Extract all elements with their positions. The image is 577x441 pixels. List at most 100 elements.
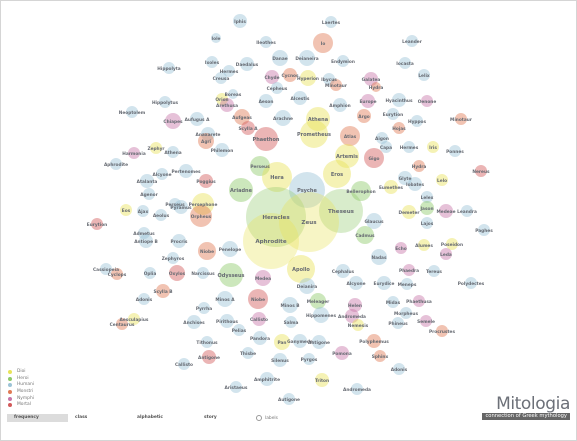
- node-label[interactable]: Glaucus: [364, 219, 384, 225]
- node-label[interactable]: Polydectes: [458, 281, 485, 287]
- node-label[interactable]: Europe: [359, 99, 376, 105]
- node-label[interactable]: Helen: [348, 303, 362, 309]
- node-bubble[interactable]: [303, 353, 315, 365]
- node-label[interactable]: Amphitrite: [254, 377, 280, 383]
- node-bubble[interactable]: [289, 172, 325, 208]
- node-bubble[interactable]: [403, 141, 415, 153]
- node-label[interactable]: Ibycus: [321, 77, 337, 83]
- node-bubble[interactable]: [384, 180, 398, 194]
- node-bubble[interactable]: [167, 252, 179, 264]
- node-label[interactable]: Hyacinthus: [385, 98, 413, 104]
- node-label[interactable]: Phaethon: [253, 137, 280, 143]
- node-bubble[interactable]: [138, 293, 150, 305]
- node-label[interactable]: Hojas: [392, 126, 406, 132]
- node-bubble[interactable]: [220, 98, 234, 112]
- node-label[interactable]: Endymion: [331, 59, 355, 65]
- node-label[interactable]: Nemesis: [348, 323, 369, 329]
- node-label[interactable]: Scylla A: [238, 126, 258, 132]
- node-bubble[interactable]: [198, 242, 216, 260]
- node-label[interactable]: Oplia: [144, 271, 157, 277]
- node-label[interactable]: Hippolytus: [152, 100, 179, 106]
- node-label[interactable]: Sphinx: [372, 354, 389, 360]
- node-bubble[interactable]: [352, 319, 364, 331]
- node-bubble[interactable]: [357, 109, 371, 123]
- node-label[interactable]: Cephalus: [332, 269, 355, 275]
- node-bubble[interactable]: [371, 249, 387, 265]
- node-bubble[interactable]: [436, 174, 448, 186]
- node-label[interactable]: Pomona: [332, 351, 352, 357]
- node-bubble[interactable]: [299, 50, 315, 66]
- node-label[interactable]: Iocasta: [396, 61, 414, 67]
- node-bubble[interactable]: [356, 226, 374, 244]
- node-label[interactable]: Andromeda: [343, 387, 371, 393]
- node-bubble[interactable]: [439, 204, 453, 218]
- node-label[interactable]: Perseus: [165, 202, 185, 208]
- node-bubble[interactable]: [364, 148, 384, 168]
- node-label[interactable]: Aristaeus: [225, 385, 248, 391]
- tab-alphabetic[interactable]: alphabetic: [137, 415, 164, 420]
- node-label[interactable]: Deianira: [297, 284, 318, 290]
- node-label[interactable]: Iole: [212, 36, 221, 42]
- node-label[interactable]: Lelix: [418, 73, 430, 79]
- node-label[interactable]: Midas: [386, 300, 401, 306]
- node-bubble[interactable]: [128, 313, 140, 325]
- node-bubble[interactable]: [335, 144, 359, 168]
- node-label[interactable]: Aesculapius: [120, 317, 149, 323]
- node-bubble[interactable]: [421, 191, 433, 203]
- node-bubble[interactable]: [406, 35, 418, 47]
- tab-class[interactable]: class: [75, 415, 88, 420]
- node-label[interactable]: Anchises: [183, 320, 205, 326]
- node-bubble[interactable]: [137, 205, 149, 217]
- node-bubble[interactable]: [260, 372, 274, 386]
- node-bubble[interactable]: [230, 381, 242, 393]
- node-bubble[interactable]: [282, 297, 298, 313]
- node-label[interactable]: Thisbe: [240, 351, 256, 357]
- node-bubble[interactable]: [411, 115, 423, 127]
- node-bubble[interactable]: [242, 347, 254, 359]
- node-label[interactable]: Cadmus: [355, 233, 375, 239]
- node-label[interactable]: Heracles: [262, 215, 290, 221]
- node-label[interactable]: Lelex: [421, 195, 434, 201]
- radio-icon[interactable]: [256, 415, 262, 421]
- node-label[interactable]: Hippomenes: [306, 313, 337, 319]
- node-bubble[interactable]: [273, 353, 287, 367]
- node-bubble[interactable]: [167, 146, 179, 158]
- node-label[interactable]: Paghes: [475, 228, 493, 234]
- node-bubble[interactable]: [229, 178, 253, 202]
- node-bubble[interactable]: [197, 267, 209, 279]
- node-label[interactable]: Hydra: [369, 85, 384, 91]
- node-bubble[interactable]: [300, 120, 328, 148]
- node-label[interactable]: Leander: [402, 39, 423, 45]
- node-label[interactable]: Pelias: [232, 328, 247, 334]
- node-label[interactable]: Alumes: [415, 243, 433, 249]
- node-label[interactable]: Zephyros: [162, 256, 185, 262]
- node-label[interactable]: Iobates: [406, 182, 424, 188]
- node-bubble[interactable]: [421, 217, 433, 229]
- node-bubble[interactable]: [401, 278, 413, 290]
- node-label[interactable]: Ajax: [138, 209, 149, 215]
- node-label[interactable]: Aufugus A: [185, 117, 211, 123]
- node-label[interactable]: Cepheus: [267, 86, 288, 92]
- node-bubble[interactable]: [335, 346, 349, 360]
- node-label[interactable]: Eumethes: [379, 185, 403, 191]
- node-label[interactable]: Penelope: [219, 247, 242, 253]
- node-label[interactable]: Eros: [331, 172, 343, 178]
- node-bubble[interactable]: [399, 57, 411, 69]
- node-label[interactable]: Io: [321, 41, 326, 47]
- node-label[interactable]: Callisto: [175, 362, 193, 368]
- node-label[interactable]: Procris: [171, 239, 188, 245]
- node-bubble[interactable]: [169, 198, 181, 210]
- node-label[interactable]: Perseus: [250, 164, 270, 170]
- node-bubble[interactable]: [400, 307, 412, 319]
- node-label[interactable]: Harmonia: [122, 151, 146, 157]
- node-bubble[interactable]: [299, 278, 315, 294]
- node-label[interactable]: Bellerophon: [346, 189, 375, 195]
- node-bubble[interactable]: [250, 156, 270, 176]
- node-label[interactable]: Atalanta: [137, 179, 158, 185]
- node-bubble[interactable]: [392, 317, 404, 329]
- node-bubble[interactable]: [461, 205, 473, 217]
- node-bubble[interactable]: [165, 113, 181, 129]
- node-label[interactable]: Chyde: [264, 75, 279, 81]
- node-bubble[interactable]: [336, 264, 350, 278]
